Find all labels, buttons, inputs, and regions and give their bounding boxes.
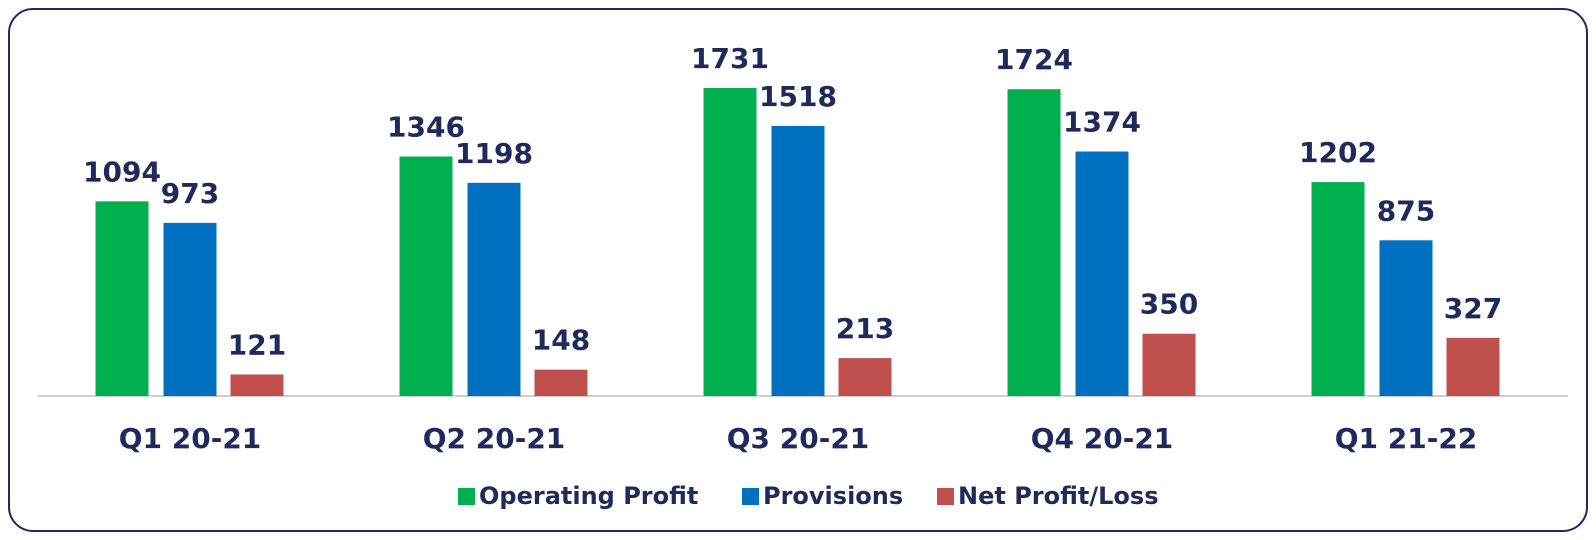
legend-swatch	[742, 488, 759, 505]
data-label: 1346	[387, 111, 465, 144]
x-tick-label: Q3 20-21	[727, 422, 870, 455]
x-tick-label: Q1 21-22	[1335, 422, 1478, 455]
data-label: 148	[532, 324, 590, 357]
bar	[838, 358, 892, 396]
bar	[1311, 182, 1365, 396]
legend-swatch	[458, 488, 475, 505]
data-label: 327	[1444, 292, 1502, 325]
data-label: 1731	[691, 42, 769, 75]
bar	[230, 374, 284, 396]
bar	[1379, 240, 1433, 396]
data-label: 1374	[1063, 106, 1141, 139]
bar	[771, 125, 825, 397]
legend-label: Operating Profit	[479, 482, 698, 510]
data-label: 1724	[995, 43, 1073, 76]
data-label: 213	[836, 312, 894, 345]
bar	[534, 369, 588, 396]
data-label: 973	[161, 177, 219, 210]
x-tick-label: Q1 20-21	[119, 422, 262, 455]
bar	[703, 88, 757, 396]
data-label: 1202	[1299, 136, 1377, 169]
data-label: 121	[228, 328, 286, 361]
x-tick-label: Q2 20-21	[423, 422, 566, 455]
data-label: 1094	[83, 155, 161, 188]
bar	[1075, 151, 1129, 396]
bar	[1142, 333, 1196, 396]
legend-label: Net Profit/Loss	[958, 482, 1158, 510]
bar	[399, 156, 453, 396]
bar	[467, 182, 521, 396]
data-label: 1198	[455, 137, 533, 170]
data-label: 350	[1140, 288, 1198, 321]
bar	[1007, 89, 1061, 397]
legend-label: Provisions	[763, 482, 903, 510]
data-label: 1518	[759, 80, 837, 113]
x-tick-label: Q4 20-21	[1031, 422, 1174, 455]
legend-swatch	[937, 488, 954, 505]
bar	[95, 201, 149, 396]
bar	[1446, 337, 1500, 396]
data-label: 875	[1377, 194, 1435, 227]
bar	[163, 222, 217, 396]
